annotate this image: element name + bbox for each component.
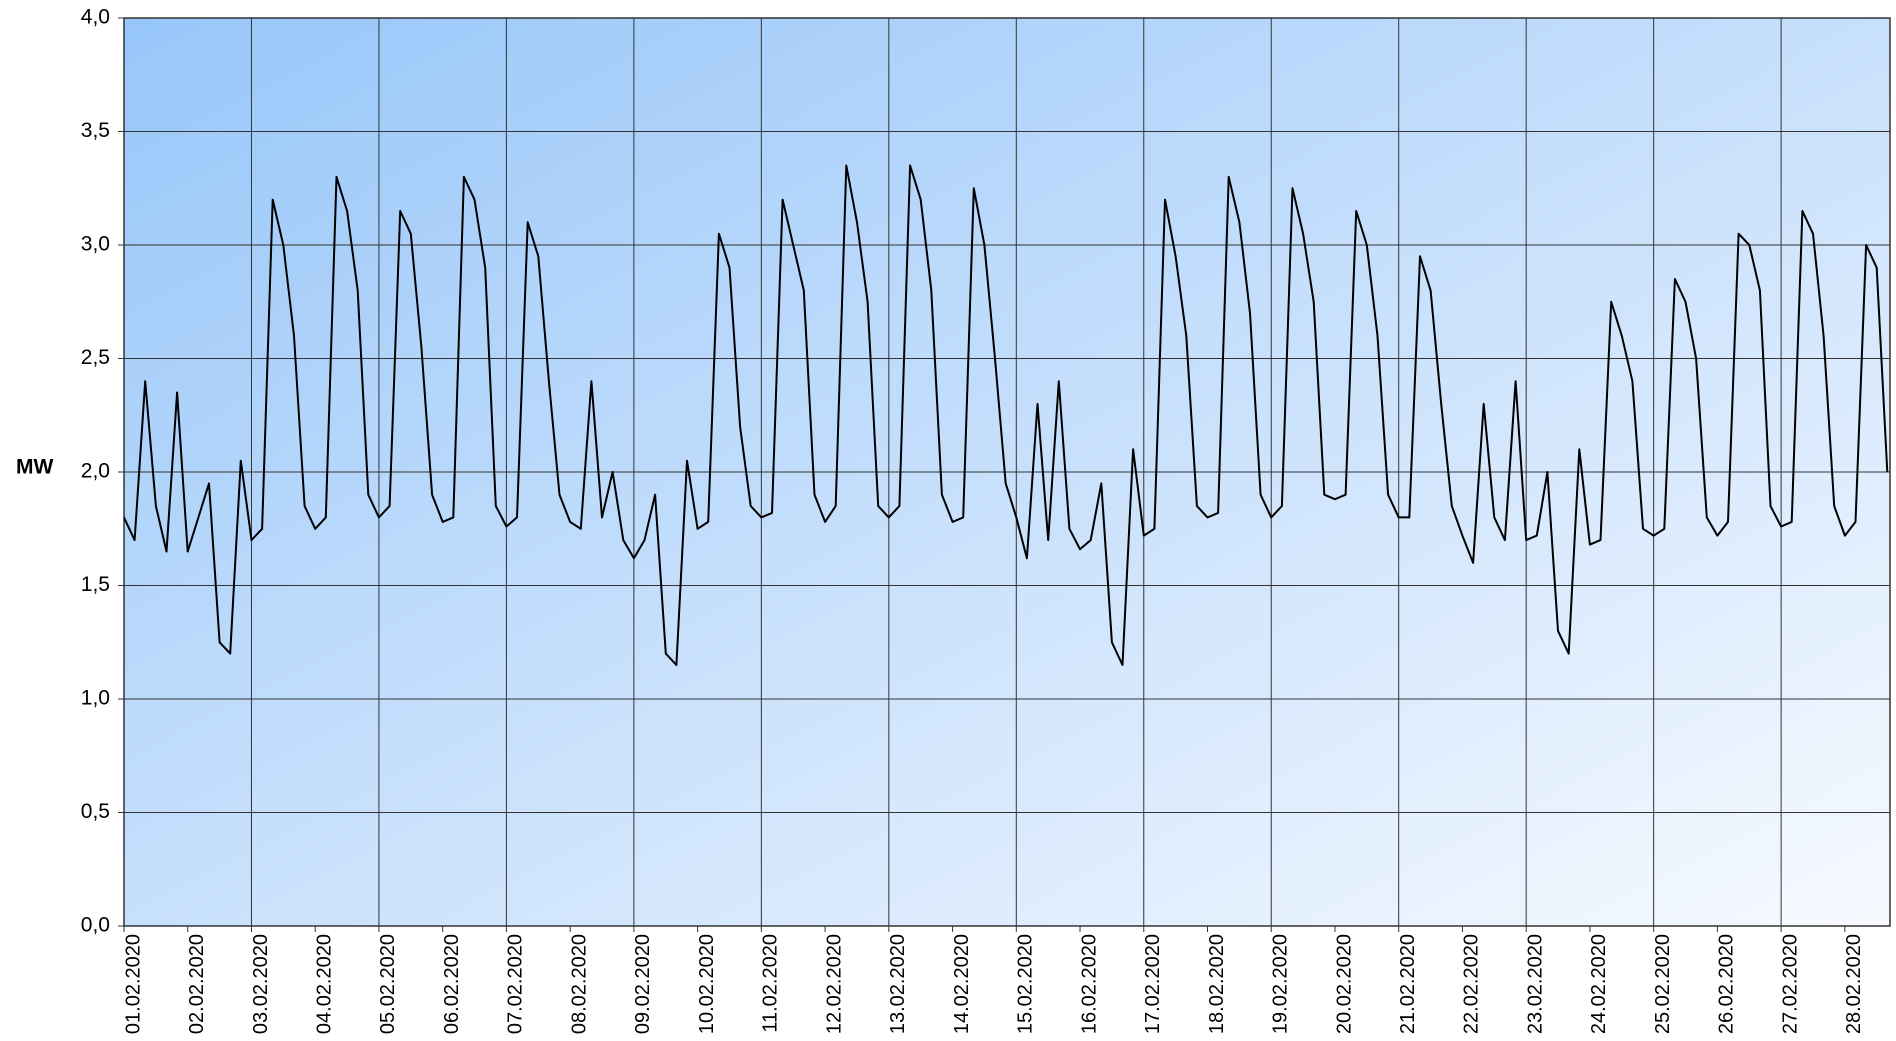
x-tick-label: 20.02.2020	[1333, 934, 1355, 1034]
x-tick-label: 09.02.2020	[632, 934, 654, 1034]
x-tick-label: 07.02.2020	[505, 934, 527, 1034]
x-tick-label: 15.02.2020	[1015, 934, 1037, 1034]
x-tick-label: 01.02.2020	[122, 934, 144, 1034]
x-tick-label: 03.02.2020	[250, 934, 272, 1034]
x-tick-label: 17.02.2020	[1142, 934, 1164, 1034]
x-tick-label: 26.02.2020	[1716, 934, 1738, 1034]
x-tick-label: 28.02.2020	[1843, 934, 1865, 1034]
x-tick-label: 18.02.2020	[1206, 934, 1228, 1034]
x-tick-label: 24.02.2020	[1588, 934, 1610, 1034]
x-tick-label: 25.02.2020	[1652, 934, 1674, 1034]
x-tick-label: 04.02.2020	[313, 934, 335, 1034]
x-tick-label: 08.02.2020	[568, 934, 590, 1034]
x-tick-label: 06.02.2020	[441, 934, 463, 1034]
x-tick-label: 12.02.2020	[823, 934, 845, 1034]
x-tick-label: 11.02.2020	[760, 934, 782, 1033]
x-tick-label: 16.02.2020	[1078, 934, 1100, 1034]
x-tick-label: 02.02.2020	[186, 934, 208, 1034]
x-tick-label: 27.02.2020	[1779, 934, 1801, 1034]
x-tick-label: 10.02.2020	[696, 934, 718, 1034]
data-line	[123, 164, 1889, 666]
y-tick-label: 2,0	[81, 460, 110, 483]
y-tick-label: 1,0	[81, 687, 110, 710]
x-tick-label: 23.02.2020	[1524, 934, 1546, 1034]
x-tick-label: 21.02.2020	[1397, 934, 1419, 1034]
y-tick-label: 4,0	[81, 6, 110, 29]
y-axis-label: MW	[16, 456, 53, 479]
y-tick-label: 3,5	[81, 119, 110, 142]
x-tick-label: 22.02.2020	[1461, 934, 1483, 1034]
plot-border	[123, 17, 1891, 927]
y-tick-label: 1,5	[81, 573, 110, 596]
x-tick-label: 14.02.2020	[951, 934, 973, 1034]
x-tick-label: 05.02.2020	[377, 934, 399, 1034]
x-tick-label: 13.02.2020	[887, 934, 909, 1034]
y-tick-label: 0,5	[81, 800, 110, 823]
y-tick-label: 3,0	[81, 233, 110, 256]
y-tick-label: 2,5	[81, 346, 110, 369]
x-tick-label: 19.02.2020	[1270, 934, 1292, 1034]
y-tick-label: 0,0	[81, 914, 110, 937]
